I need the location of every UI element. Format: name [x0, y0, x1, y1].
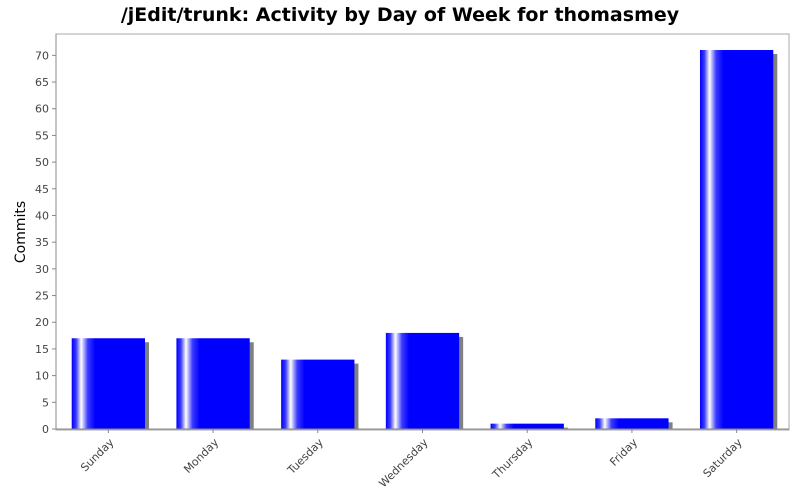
y-tick-label: 40: [35, 209, 49, 222]
y-tick-label: 35: [35, 236, 49, 249]
y-tick-label: 50: [35, 156, 49, 169]
y-tick-label: 55: [35, 129, 49, 142]
x-tick-label-tuesday: Tuesday: [284, 436, 326, 478]
bar-tuesday: [281, 359, 355, 429]
x-tick-label-monday: Monday: [181, 436, 221, 476]
bar-monday: [176, 338, 250, 429]
x-tick-label-wednesday: Wednesday: [376, 436, 431, 491]
bar-wednesday: [385, 332, 460, 429]
y-tick-label: 10: [35, 370, 49, 383]
y-tick-label: 20: [35, 316, 49, 329]
x-tick-label-saturday: Saturday: [701, 436, 746, 481]
x-tick-label-thursday: Thursday: [489, 436, 535, 482]
bar-sunday: [71, 338, 146, 429]
y-tick-label: 70: [35, 49, 49, 62]
y-tick-label: 5: [42, 396, 49, 409]
chart-title: /jEdit/trunk: Activity by Day of Week fo…: [120, 4, 680, 26]
bar-thursday: [490, 423, 564, 429]
y-tick-label: 60: [35, 103, 49, 116]
y-tick-label: 25: [35, 290, 49, 303]
y-tick-label: 30: [35, 263, 49, 276]
bar-friday: [595, 418, 669, 429]
y-axis-title: Commits: [13, 201, 29, 263]
bar-saturday: [699, 50, 774, 429]
y-tick-label: 0: [42, 423, 49, 436]
x-tick-label-friday: Friday: [607, 436, 640, 469]
x-tick-label-sunday: Sunday: [78, 436, 117, 475]
y-tick-label: 65: [35, 76, 49, 89]
y-tick-label: 45: [35, 183, 49, 196]
y-tick-label: 15: [35, 343, 49, 356]
